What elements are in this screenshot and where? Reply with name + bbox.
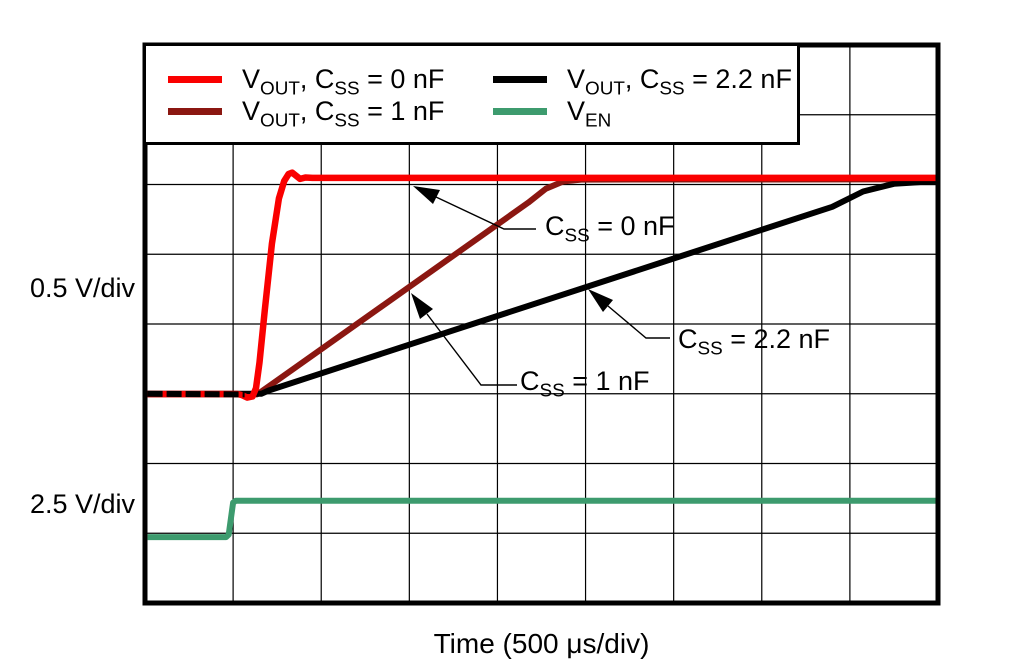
legend-swatch-darkred: [168, 107, 222, 115]
legend-label: VOUT, CSS = 0 nF: [242, 63, 445, 99]
y-axis-scale-lower: 2.5 V/div: [29, 489, 135, 519]
annotation-css-1nf: CSS = 1 nF: [520, 366, 650, 402]
legend-swatch-black: [493, 75, 547, 83]
legend-item-vout-0nf: VOUT, CSS = 0 nF: [168, 63, 493, 99]
legend-swatch-red: [168, 75, 222, 83]
annotation-css-2p2nf: CSS = 2.2 nF: [678, 324, 831, 360]
y-axis-scale-upper: 0.5 V/div: [29, 273, 135, 303]
legend: VOUT, CSS = 0 nF VOUT, CSS = 2.2 nF VOUT…: [143, 43, 800, 145]
legend-swatch-green: [493, 107, 547, 115]
legend-label: VEN: [567, 95, 612, 131]
legend-label: VOUT, CSS = 2.2 nF: [567, 63, 792, 99]
annotation-css-0nf: CSS = 0 nF: [545, 211, 675, 247]
legend-item-ven: VEN: [493, 95, 797, 131]
x-axis-title: Time (500 μs/div): [433, 628, 650, 659]
legend-item-vout-2p2nf: VOUT, CSS = 2.2 nF: [493, 63, 797, 99]
legend-label: VOUT, CSS = 1 nF: [242, 95, 445, 131]
legend-item-vout-1nf: VOUT, CSS = 1 nF: [168, 95, 493, 131]
